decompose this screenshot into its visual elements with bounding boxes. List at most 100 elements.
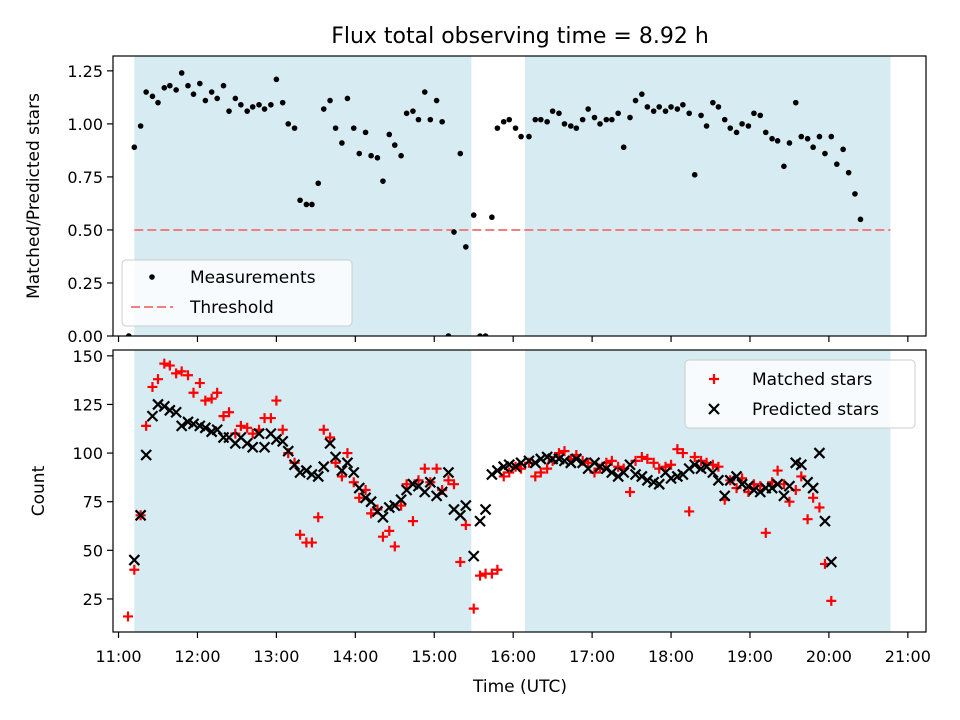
matched-star-point [468,603,479,614]
predicted-star-point [748,484,760,496]
measurement-point [786,140,793,146]
measurement-point [482,333,489,336]
matched-star-point [147,381,158,392]
matched-star-point [182,370,193,381]
predicted-star-point [754,486,767,498]
measurement-point [662,108,669,114]
measurement-point [470,212,477,218]
measurement-point [751,110,757,117]
y-tick-label: 0.50 [67,221,103,240]
y-tick-label: 125 [72,395,103,414]
matched-star-point [672,444,683,455]
y-tick-label: 0.25 [67,274,103,293]
predicted-star-point [158,400,171,413]
matched-star-point [164,360,175,371]
predicted-star-point [688,458,701,471]
measurement-point [344,95,351,102]
predicted-star-point [258,441,271,454]
predicted-star-point [353,482,366,494]
measurement-point [739,121,745,127]
predicted-star-point [246,441,259,454]
axes-frame [112,55,927,337]
measurement-point [715,104,722,110]
measurement-point [727,125,734,131]
matched-star-point [129,564,140,575]
measurement-point [893,0,899,3]
matched-star-point [176,366,187,377]
x-tick-label: 18:00 [648,647,694,666]
measurement-point [733,129,740,136]
matched-star-point [212,387,223,398]
matched-star-point [443,475,454,486]
matched-star-point [583,457,594,468]
y-tick-label: 150 [72,347,103,366]
predicted-star-point [612,470,624,483]
predicted-star-point [807,482,819,494]
legend-marker-predicted [708,403,720,415]
measurement-point [710,99,716,106]
measurement-point [781,163,787,170]
matched-star-point [492,564,503,575]
matched-star-point [313,512,324,523]
x-tick-label: 21:00 [885,647,931,666]
measurement-point [840,146,846,153]
matched-star-point [247,428,258,439]
measurement-point [380,178,386,184]
matched-star-point [277,424,288,435]
matched-star-point [760,527,771,538]
predicted-star-point [312,470,325,483]
measurement-point [457,150,464,157]
predicted-star-point [730,470,743,483]
matched-star-point [194,378,205,389]
matched-star-point [498,471,509,482]
measurement-point [463,244,469,250]
matched-star-point [242,422,253,433]
predicted-star-point [491,464,504,477]
measurement-point [451,229,457,235]
predicted-star-point [474,515,486,527]
measurement-point [745,123,752,129]
matched-star-point [377,531,388,542]
predicted-star-point [766,482,778,494]
measurement-point [256,101,262,108]
predicted-star-point [509,460,522,473]
matched-star-point [336,471,347,482]
measurement-point [261,106,268,112]
predicted-star-point [359,492,372,504]
matched-star-point [630,455,641,466]
measurement-point [415,116,422,123]
measurement-point [477,333,483,336]
measurement-point [876,0,882,3]
predicted-star-point [395,493,407,506]
predicted-star-point [683,462,695,475]
matched-star-point [504,467,515,478]
predicted-star-point [152,398,164,411]
measurement-point [362,129,369,136]
x-axis-label: Time (UTC) [472,677,567,697]
predicted-star-point [594,460,606,473]
series-predicted-stars [128,398,838,568]
y-tick-label: 0.75 [67,168,103,187]
measurement-point [421,89,428,95]
measurement-point [356,150,363,157]
measurement-point [197,80,203,87]
matched-star-point [188,387,199,398]
measurement-point [143,89,149,95]
matched-star-point [325,432,336,443]
x-tick-label: 16:00 [490,647,536,666]
measurement-point [603,116,610,123]
matched-star-point [486,568,497,579]
predicted-star-point [288,458,301,471]
measurement-point [489,214,495,221]
measurement-point [410,108,416,114]
predicted-star-point [270,433,283,446]
y-tick-label: 0.00 [67,327,103,346]
measurement-point [769,135,775,142]
measurement-point [656,104,663,110]
legend-label-threshold: Threshold [189,298,274,318]
matched-star-point [330,457,341,468]
matched-star-point [826,595,837,606]
measurement-point [881,0,887,3]
count-panel: 25 50 75 100 125 150 11:00 12:00 13:00 14:00 15:00… [29,347,931,666]
chart-title: Flux total observing time = 8.92 h [331,24,709,49]
